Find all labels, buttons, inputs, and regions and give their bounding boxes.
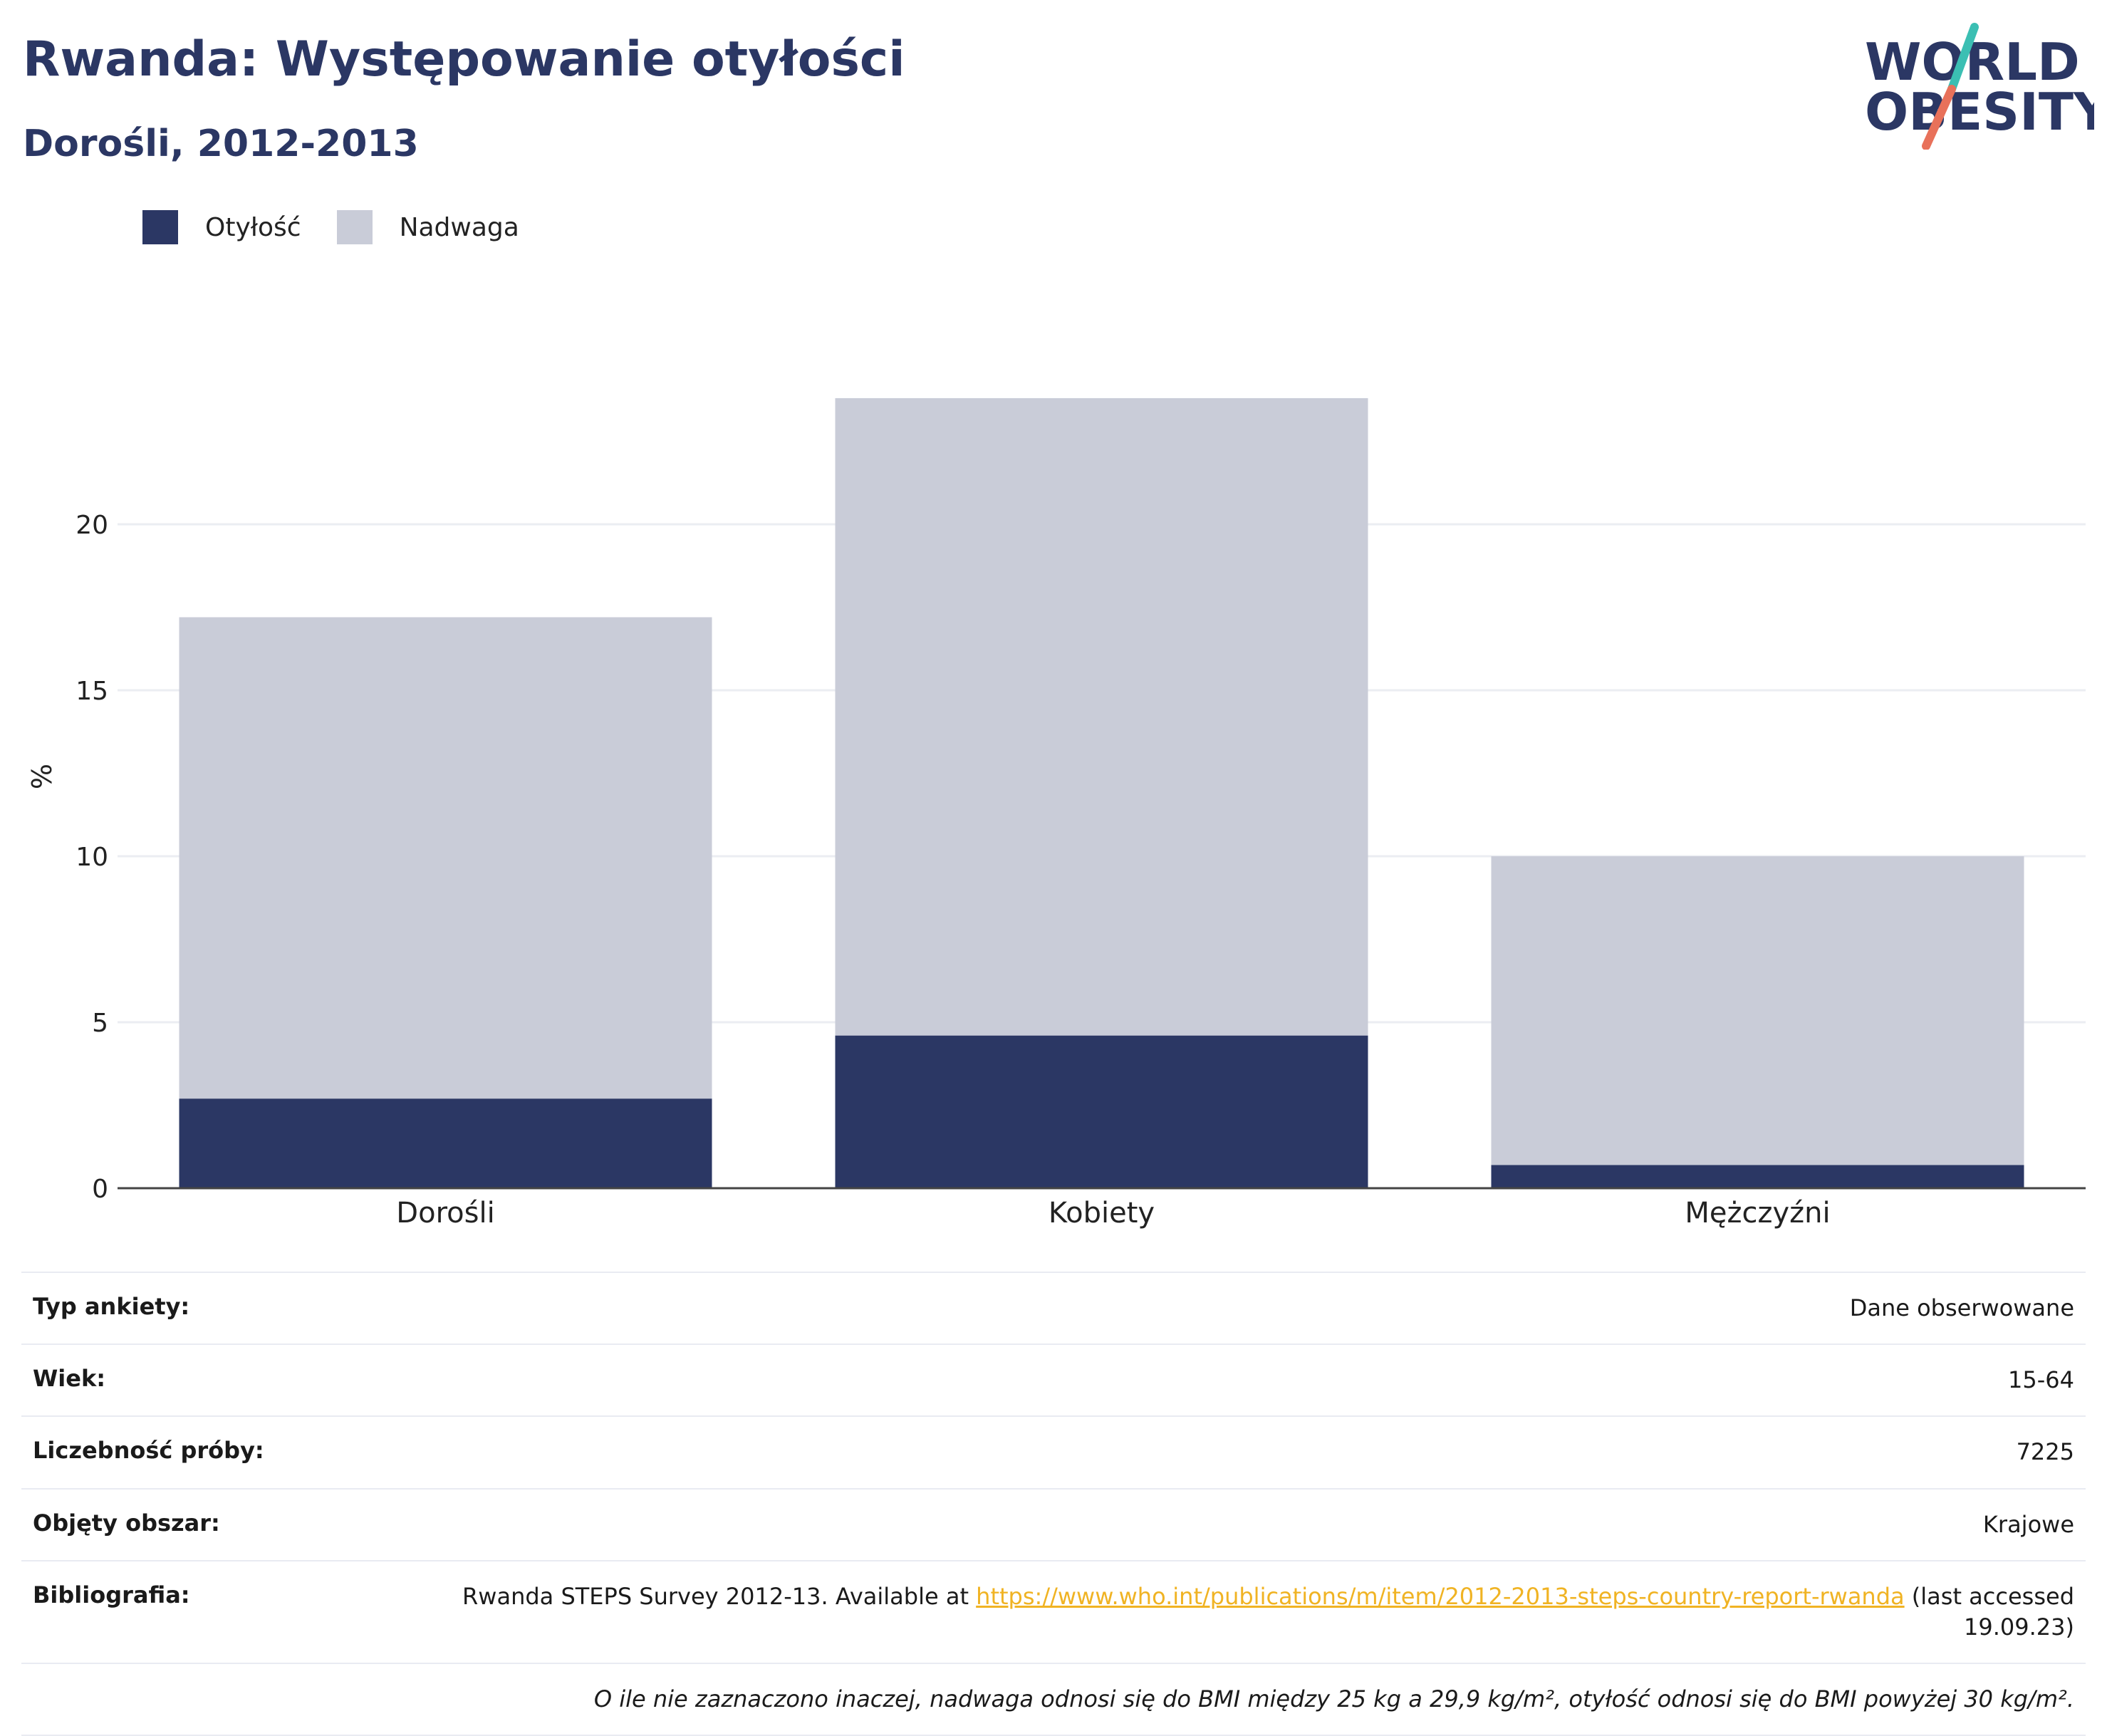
logo-slash-bottom xyxy=(1922,85,1956,150)
info-label: Liczebność próby: xyxy=(33,1437,264,1465)
logo-slash-top xyxy=(1947,23,1979,93)
y-tick-label: 10 xyxy=(76,843,108,872)
legend-label-obesity: Otyłość xyxy=(205,212,301,242)
bar-obesity xyxy=(1491,1165,2024,1188)
bar-obesity xyxy=(835,1035,1368,1188)
legend-label-overweight: Nadwaga xyxy=(399,212,519,242)
bibliography-suffix: (last accessed 19.09.23) xyxy=(1904,1582,2074,1641)
info-label: Bibliografia: xyxy=(33,1581,190,1608)
x-tick-label: Dorośli xyxy=(396,1197,494,1230)
info-row-survey-type: Typ ankiety: Dane obserwowane xyxy=(21,1272,2086,1343)
legend-swatch-overweight xyxy=(336,210,373,244)
y-tick-label: 15 xyxy=(76,677,108,706)
bibliography-text: Rwanda STEPS Survey 2012-13. Available a… xyxy=(436,1581,2074,1643)
info-row-bibliography: Bibliografia: Rwanda STEPS Survey 2012-1… xyxy=(21,1559,2086,1663)
world-obesity-logo: WORLD OBESITY xyxy=(1865,23,2094,150)
info-label: Typ ankiety: xyxy=(33,1293,190,1320)
info-row-sample-size: Liczebność próby: 7225 xyxy=(21,1415,2086,1487)
info-label: Objęty obszar: xyxy=(33,1509,220,1537)
bar-overweight xyxy=(179,617,712,1099)
definition-note: O ile nie zaznaczono inaczej, nadwaga od… xyxy=(593,1685,2074,1713)
survey-info-table: Typ ankiety: Dane obserwowane Wiek: 15-6… xyxy=(21,1272,2086,1736)
y-axis-label: % xyxy=(26,764,58,789)
info-value: Krajowe xyxy=(1982,1510,2074,1538)
x-tick-label: Kobiety xyxy=(1049,1197,1155,1230)
bibliography-prefix: Rwanda STEPS Survey 2012-13. Available a… xyxy=(462,1582,977,1610)
info-label: Wiek: xyxy=(33,1365,106,1393)
y-tick-label: 20 xyxy=(76,511,108,540)
chart-legend: Otyłość Nadwaga xyxy=(142,210,555,244)
info-value: Dane obserwowane xyxy=(1849,1294,2074,1321)
bar-overweight xyxy=(835,397,1368,1036)
bibliography-link[interactable]: https://www.who.int/publications/m/item/… xyxy=(976,1582,1905,1610)
info-value: 15-64 xyxy=(2008,1366,2074,1394)
legend-item-obesity[interactable]: Otyłość xyxy=(142,210,301,244)
logo-line2: OBESITY xyxy=(1865,82,2094,142)
info-row-note: O ile nie zaznaczono inaczej, nadwaga od… xyxy=(21,1663,2086,1736)
chart-subtitle: Dorośli, 2012-2013 xyxy=(23,123,419,165)
legend-swatch-obesity xyxy=(142,210,178,244)
legend-item-overweight[interactable]: Nadwaga xyxy=(336,210,519,244)
bar-obesity xyxy=(179,1098,712,1188)
x-tick-label: Mężczyźni xyxy=(1685,1197,1830,1230)
info-row-age: Wiek: 15-64 xyxy=(21,1343,2086,1415)
info-value: 7225 xyxy=(2016,1438,2074,1466)
bar-overweight xyxy=(1491,856,2024,1165)
info-row-area: Objęty obszar: Krajowe xyxy=(21,1487,2086,1560)
y-tick-label: 0 xyxy=(92,1175,108,1204)
chart-title: Rwanda: Występowanie otyłości xyxy=(23,31,905,88)
y-tick-label: 5 xyxy=(92,1009,108,1038)
stacked-bar-chart: 0 5 10 15 20% Dorośli Kobiety Mężczyźni xyxy=(26,397,2086,1230)
